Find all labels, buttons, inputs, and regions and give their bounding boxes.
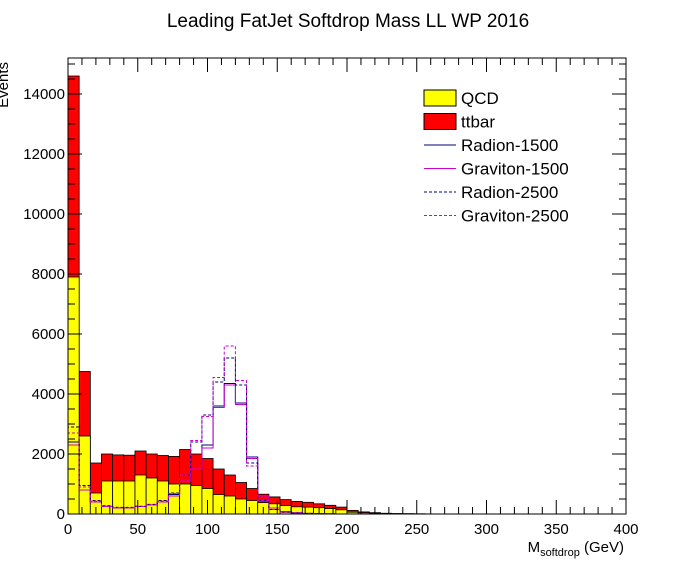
bar-qcd [179,483,192,515]
legend-label-qcd: QCD [461,89,499,108]
bar-qcd [190,485,203,515]
legend-label-graviton-2500: Graviton-2500 [461,207,569,226]
legend: QCD ttbar Radion-1500 Graviton-1500 Radion-2… [423,89,569,226]
legend-swatch-qcd [423,89,457,107]
bar-qcd [234,498,247,515]
bar-qcd [223,495,236,515]
chart-title: Leading FatJet Softdrop Mass LL WP 2016 [167,11,529,32]
y-tick-label: 6000 [32,326,65,343]
y-tick-label: 8000 [32,266,65,283]
legend-label-radion-2500: Radion-2500 [461,183,558,202]
bar-qcd [168,483,181,515]
legend-label-ttbar: ttbar [461,113,495,132]
bar-qcd [112,480,125,515]
bar-qcd [134,474,147,515]
y-axis-label-group: Events [0,62,12,108]
y-tick-label: 2000 [32,446,65,463]
x-tick-label: 400 [613,521,638,538]
x-axis-label-main: M [528,539,541,556]
y-tick-label: 0 [57,506,65,523]
plot-frame [67,57,627,515]
bar-qcd [78,435,91,515]
legend-swatch-ttbar [423,113,457,130]
bar-qcd [123,480,136,515]
y-tick-label: 10000 [23,206,65,223]
bar-qcd [268,503,281,515]
bar-qcd [67,276,80,515]
axes: 0 50 100 150 200 250 300 350 4000200040006000800… [23,57,639,538]
x-tick-label: 50 [129,521,146,538]
legend-label-radion-1500: Radion-1500 [461,136,558,155]
x-tick-label: 100 [195,521,220,538]
bar-qcd [156,480,169,515]
bar-qcd [279,505,292,515]
x-tick-label: 250 [404,521,429,538]
legend-label-graviton-1500: Graviton-1500 [461,160,569,179]
bar-qcd [335,509,348,515]
x-tick-label: 0 [64,521,72,538]
x-axis-label: Msoftdrop (GeV) [528,539,624,559]
bar-qcd [246,500,259,515]
bar-qcd [101,480,114,515]
y-tick-label: 12000 [23,146,65,163]
x-tick-label: 200 [334,521,359,538]
y-tick-label: 14000 [23,86,65,103]
x-tick-label: 350 [544,521,569,538]
y-axis-label: Events [0,62,12,108]
x-tick-label: 300 [474,521,499,538]
bar-qcd [212,494,225,515]
bar-qcd [324,508,337,515]
x-axis-label-subscript: softdrop [540,547,580,559]
x-tick-label: 150 [265,521,290,538]
y-tick-label: 4000 [32,386,65,403]
x-axis-label-unit: (GeV) [580,539,624,556]
